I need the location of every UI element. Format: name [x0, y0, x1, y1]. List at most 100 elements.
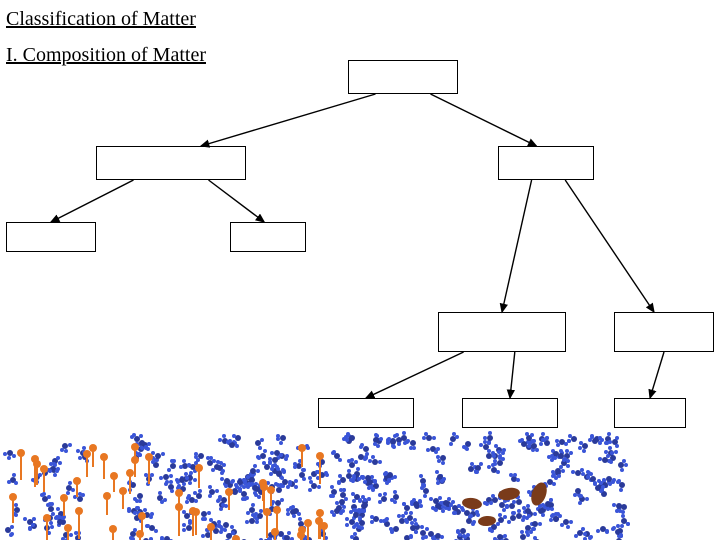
atom-icon: [117, 487, 129, 517]
tree-node-bot4a: [318, 398, 414, 428]
atom-icon: [38, 465, 50, 495]
molecule-icon: [611, 525, 625, 539]
molecule-icon: [559, 515, 573, 529]
molecule-icon: [446, 432, 460, 446]
molecule-icon: [416, 526, 430, 540]
tree-node-mid3a: [438, 312, 566, 352]
molecule-icon: [596, 522, 610, 536]
atom-icon: [314, 509, 326, 539]
tree-node-left2b: [230, 222, 306, 252]
molecule-icon: [426, 442, 440, 456]
molecule-icon: [336, 488, 350, 502]
tree-node-mid3b: [614, 312, 714, 352]
atom-icon: [107, 525, 119, 540]
atom-icon: [205, 523, 217, 540]
molecule-icon: [431, 529, 445, 540]
molecule-icon: [578, 439, 592, 453]
atom-icon: [223, 488, 235, 518]
molecule-icon: [175, 473, 189, 487]
molecule-icon: [23, 515, 37, 529]
molecule-icon: [400, 531, 414, 540]
molecule-icon: [330, 449, 344, 463]
molecule-icon: [571, 466, 585, 480]
atom-icon: [129, 443, 141, 473]
edge-5: [565, 180, 654, 312]
molecule-icon: [571, 484, 585, 498]
molecule-icon: [345, 458, 359, 472]
molecule-icon: [494, 513, 508, 527]
tree-node-root: [348, 60, 458, 94]
molecule-icon: [219, 518, 233, 532]
molecule-icon: [551, 464, 565, 478]
molecule-icon: [386, 434, 400, 448]
atom-icon: [230, 535, 242, 540]
molecule-icon: [516, 530, 530, 540]
molecule-icon: [368, 455, 382, 469]
atom-icon: [101, 492, 113, 522]
molecule-icon: [521, 504, 535, 518]
molecule-icon: [153, 491, 167, 505]
molecule-icon: [598, 453, 612, 467]
molecule-icon: [483, 431, 497, 445]
molecule-icon: [530, 535, 544, 540]
molecule-icon: [369, 433, 383, 447]
molecule-icon: [357, 499, 371, 513]
molecule-icon: [361, 471, 375, 485]
molecule-icon: [349, 532, 363, 540]
molecule-icon: [431, 499, 445, 513]
atom-icon: [134, 530, 146, 540]
molecule-icon: [507, 472, 521, 486]
edge-0: [201, 94, 376, 146]
molecule-icon: [268, 453, 282, 467]
molecule-icon: [462, 514, 476, 528]
atom-icon: [295, 531, 307, 540]
molecule-icon: [289, 504, 303, 518]
molecule-icon: [336, 473, 350, 487]
molecule-icon: [615, 478, 629, 492]
atom-icon: [41, 514, 53, 540]
molecule-icon: [482, 449, 496, 463]
atom-icon: [296, 444, 308, 474]
page-title: Classification of Matter: [6, 8, 196, 31]
molecule-icon: [205, 485, 219, 499]
edge-1: [431, 94, 537, 146]
atom-icon: [98, 453, 110, 483]
molecule-icon: [573, 526, 587, 540]
molecule-icon: [276, 431, 290, 445]
molecule-icon: [448, 501, 462, 515]
molecule-icon: [1, 523, 15, 537]
molecule-icon: [602, 472, 616, 486]
molecule-icon: [461, 437, 475, 451]
atom-icon: [173, 489, 185, 519]
edge-2: [51, 180, 134, 222]
tree-node-left1: [96, 146, 246, 180]
molecule-icon: [419, 484, 433, 498]
molecule-icon: [220, 474, 234, 488]
molecule-icon: [159, 470, 173, 484]
molecule-icon: [433, 470, 447, 484]
molecule-icon: [369, 512, 383, 526]
atom-icon: [73, 507, 85, 537]
molecule-icon: [608, 435, 622, 449]
molecule-icon: [383, 468, 397, 482]
section-title: I. Composition of Matter: [6, 44, 206, 67]
edge-6: [366, 352, 464, 398]
molecule-icon: [544, 498, 558, 512]
molecule-icon: [389, 490, 403, 504]
molecule-icon: [517, 437, 531, 451]
molecule-icon: [355, 516, 369, 530]
atom-icon: [7, 493, 19, 523]
edge-3: [209, 180, 265, 222]
tree-node-left2a: [6, 222, 96, 252]
tree-node-right1: [498, 146, 594, 180]
atom-icon: [143, 453, 155, 483]
tree-node-bot4c: [614, 398, 686, 428]
atom-icon: [71, 477, 83, 507]
molecule-icon: [225, 438, 239, 452]
molecule-icon: [58, 439, 72, 453]
edge-8: [650, 352, 664, 398]
molecule-icon: [406, 436, 420, 450]
atom-icon: [314, 452, 326, 482]
molecule-icon: [345, 431, 359, 445]
molecule-icon: [278, 475, 292, 489]
